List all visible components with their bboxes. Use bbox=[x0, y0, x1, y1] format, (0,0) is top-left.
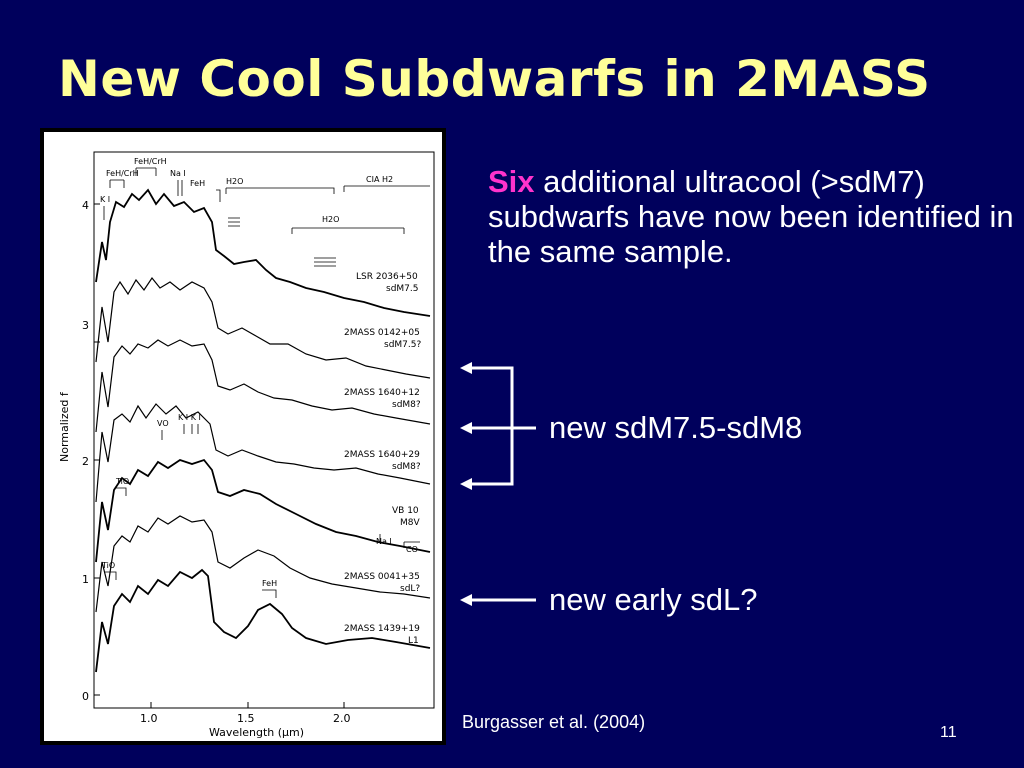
citation: Burgasser et al. (2004) bbox=[462, 712, 646, 732]
x-tick-1.0: 1.0 bbox=[140, 712, 158, 725]
slide-title: New Cool Subdwarfs in 2MASS bbox=[58, 50, 931, 108]
x-ticks bbox=[150, 702, 345, 708]
spectrum-2mass0041 bbox=[95, 515, 431, 613]
page-number: 11 bbox=[940, 724, 957, 741]
x-tick-2.0: 2.0 bbox=[333, 712, 351, 725]
spectrum-name: VB 10 bbox=[392, 506, 419, 516]
feature-feh: FeH bbox=[190, 179, 205, 188]
spectra-curves bbox=[95, 188, 431, 673]
feature-h2o-2: H2O bbox=[322, 215, 339, 224]
spectrum-type: sdM8? bbox=[392, 400, 421, 410]
spectra-figure: 0 1 2 3 4 Normalized f 1.0 1.5 2.0 Wavel… bbox=[40, 128, 446, 745]
spectrum-type: L1 bbox=[408, 636, 419, 646]
plot-frame bbox=[93, 151, 435, 709]
y-tick-3: 3 bbox=[82, 319, 89, 332]
feature-co: CO bbox=[406, 545, 418, 554]
spectra-plot: 0 1 2 3 4 Normalized f 1.0 1.5 2.0 Wavel… bbox=[44, 132, 442, 741]
spectrum-lsr2036 bbox=[95, 188, 431, 317]
y-axis-label: Normalized f bbox=[58, 391, 71, 462]
y-tick-0: 0 bbox=[82, 690, 89, 703]
feature-tio-2: TiO bbox=[101, 561, 115, 570]
spectrum-name: 2MASS 1640+29 bbox=[344, 450, 420, 460]
spectrum-2mass0142 bbox=[95, 276, 431, 379]
spectrum-type: sdL? bbox=[400, 584, 420, 594]
spectrum-name: 2MASS 1439+19 bbox=[344, 624, 420, 634]
feature-feh-crh-top: FeH/CrH bbox=[134, 157, 167, 166]
feature-kiki: K I K I bbox=[178, 413, 201, 422]
spectrum-name: 2MASS 0142+05 bbox=[344, 328, 420, 338]
arrow-head-middle bbox=[460, 422, 472, 434]
x-axis-label: Wavelength (μm) bbox=[209, 726, 304, 739]
spectrum-type: sdM8? bbox=[392, 462, 421, 472]
y-tick-labels: 0 1 2 3 4 bbox=[82, 199, 89, 703]
feature-h2o-1: H2O bbox=[226, 177, 243, 186]
feature-nai: Na I bbox=[170, 169, 186, 178]
feature-ki: K I bbox=[100, 195, 110, 204]
label-new-sdl: new early sdL? bbox=[549, 582, 758, 617]
body-paragraph: Six additional ultracool (>sdM7) subdwar… bbox=[488, 164, 1016, 269]
highlight-word: Six bbox=[488, 164, 535, 199]
body-rest: additional ultracool (>sdM7) subdwarfs h… bbox=[488, 164, 1014, 269]
arrow-head-bottom bbox=[460, 478, 472, 490]
label-new-sdm: new sdM7.5-sdM8 bbox=[549, 410, 803, 445]
spectrum-name: 2MASS 0041+35 bbox=[344, 572, 420, 582]
spectrum-2mass1640-12 bbox=[95, 339, 431, 433]
feature-feh-crh: FeH/CrH bbox=[106, 169, 139, 178]
y-tick-2: 2 bbox=[82, 455, 89, 468]
feature-nai-2: Na I bbox=[376, 537, 392, 546]
feature-brackets bbox=[103, 167, 430, 598]
y-tick-4: 4 bbox=[82, 199, 89, 212]
arrow-head-sdl bbox=[460, 594, 472, 606]
bracket-line bbox=[470, 366, 536, 486]
spectrum-type: sdM7.5? bbox=[384, 340, 421, 350]
x-tick-1.5: 1.5 bbox=[237, 712, 255, 725]
feature-vo: VO bbox=[157, 419, 169, 428]
annotation-arrows bbox=[460, 362, 536, 606]
spectrum-name: 2MASS 1640+12 bbox=[344, 388, 420, 398]
spectrum-name: LSR 2036+50 bbox=[356, 272, 418, 282]
y-tick-1: 1 bbox=[82, 573, 89, 586]
feature-cia: CIA H2 bbox=[366, 175, 393, 184]
arrow-head-top bbox=[460, 362, 472, 374]
feature-labels: FeH/CrH FeH/CrH Na I K I FeH H2O H2O CIA… bbox=[100, 157, 418, 588]
spectrum-2mass1640-29 bbox=[95, 403, 431, 503]
spectrum-vb10 bbox=[95, 458, 431, 563]
spectrum-type: M8V bbox=[400, 518, 420, 528]
feature-tio-1: TiO bbox=[115, 477, 129, 486]
feature-feh-2: FeH bbox=[262, 579, 277, 588]
spectrum-2mass1439 bbox=[95, 568, 431, 673]
spectrum-labels: LSR 2036+50 sdM7.5 2MASS 0142+05 sdM7.5?… bbox=[344, 272, 421, 646]
spectrum-type: sdM7.5 bbox=[386, 284, 418, 294]
